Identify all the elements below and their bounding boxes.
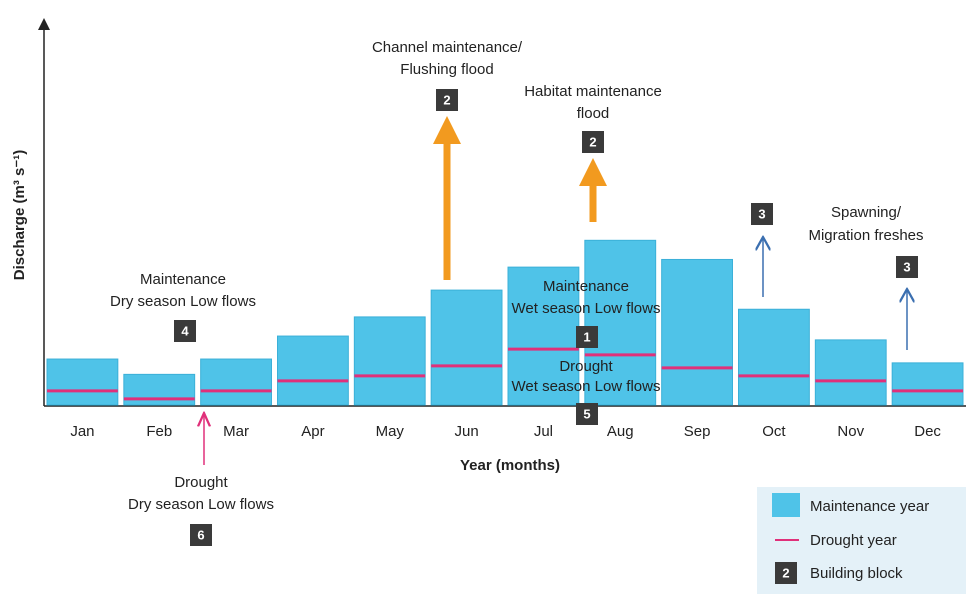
annotation-text: Dry season Low flows: [110, 293, 256, 310]
bar: [430, 289, 503, 406]
bar: [738, 308, 810, 406]
building-block: [576, 326, 598, 348]
x-tick-label: Apr: [301, 423, 324, 440]
annotation-text: Flushing flood: [400, 61, 493, 78]
annotation-text: flood: [577, 105, 610, 122]
building-block: [751, 203, 773, 225]
building-block-number: 1: [583, 329, 590, 344]
legend-swatch: [772, 493, 800, 517]
building-block-number: 2: [782, 565, 789, 580]
x-tick-label: Jul: [534, 423, 553, 440]
annotation-text: Habitat maintenance: [524, 83, 662, 100]
annotation-text: Maintenance: [140, 271, 226, 288]
x-tick-label: Feb: [146, 423, 172, 440]
plot: Jan Feb Mar Apr May Jun Jul Aug Sep Oct Nov Dec: [46, 239, 964, 440]
legend-label: Drought year: [810, 532, 897, 549]
bar: [277, 335, 349, 406]
bar: [891, 362, 964, 406]
annotation-text: Wet season Low flows: [512, 378, 661, 395]
building-block: [582, 131, 604, 153]
annotation-text: Maintenance: [543, 278, 629, 295]
bar: [200, 358, 273, 406]
annotation-text: Drought: [174, 474, 228, 491]
y-axis-label: Discharge (m³ s⁻¹): [11, 150, 28, 280]
annotation-text: Spawning/: [831, 204, 902, 221]
bar: [123, 373, 196, 406]
x-tick-label: Sep: [684, 423, 711, 440]
bar: [584, 239, 657, 406]
bar: [46, 358, 119, 406]
x-tick-label: Dec: [914, 423, 941, 440]
building-block-number: 2: [443, 92, 450, 107]
building-block: [576, 403, 598, 425]
x-tick-label: Aug: [607, 423, 634, 440]
legend-label: Maintenance year: [810, 498, 929, 515]
building-block: [436, 89, 458, 111]
annotation-text: Migration freshes: [808, 227, 923, 244]
building-block-number: 2: [589, 134, 596, 149]
x-tick-label: Mar: [223, 423, 249, 440]
annotation-text: Channel maintenance/: [372, 39, 523, 56]
annotation-text: Wet season Low flows: [512, 300, 661, 317]
building-block-number: 6: [197, 527, 204, 542]
building-block-number: 4: [181, 323, 189, 338]
x-tick-label: May: [376, 423, 405, 440]
x-tick-label: Jun: [454, 423, 478, 440]
annotation-text: Drought: [559, 358, 613, 375]
building-block-number: 5: [583, 406, 590, 421]
building-block: [896, 256, 918, 278]
building-block-number: 3: [758, 206, 765, 221]
annotations: Channel maintenance/Flushing flood 2 Habit…: [110, 39, 924, 546]
x-tick-label: Oct: [762, 423, 786, 440]
legend-label: Building block: [810, 565, 903, 582]
building-block: [174, 320, 196, 342]
bar: [507, 266, 580, 406]
building-block: [190, 524, 212, 546]
annotation-text: Dry season Low flows: [128, 496, 274, 513]
legend: Maintenance year Drought year 2 Building bl…: [772, 493, 929, 584]
x-tick-label: Nov: [837, 423, 864, 440]
x-axis-label: Year (months): [460, 457, 560, 474]
bar: [814, 339, 887, 406]
building-block: [775, 562, 797, 584]
bar: [353, 316, 426, 406]
bar: [661, 258, 734, 406]
arrows: [204, 116, 907, 465]
building-block-number: 3: [903, 259, 910, 274]
x-tick-label: Jan: [70, 423, 94, 440]
